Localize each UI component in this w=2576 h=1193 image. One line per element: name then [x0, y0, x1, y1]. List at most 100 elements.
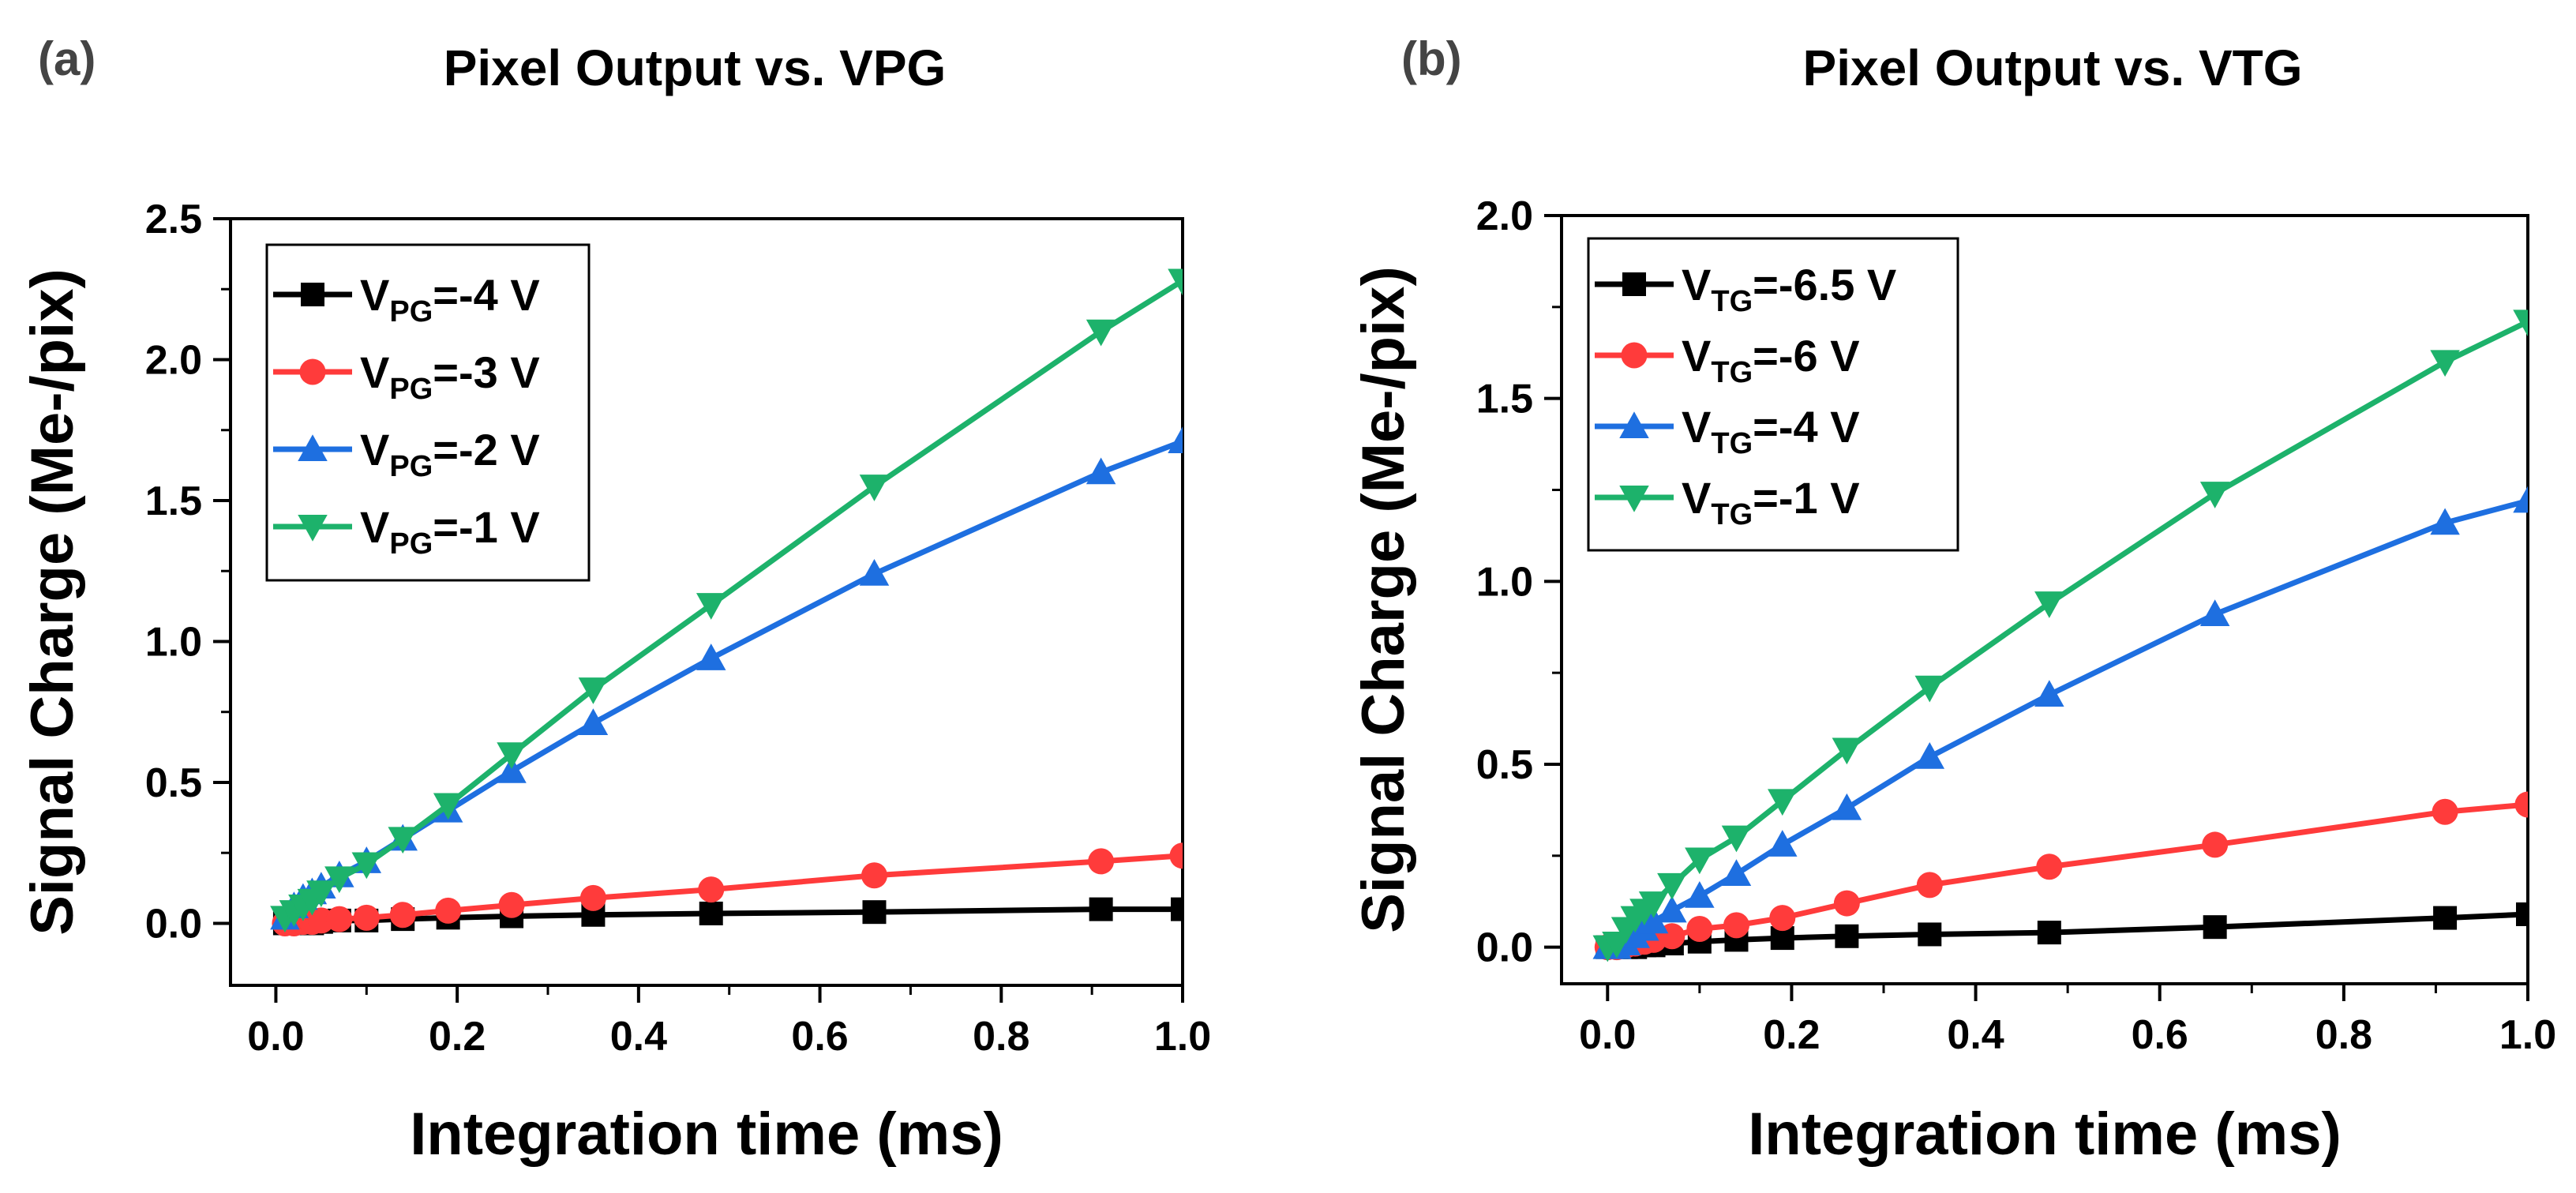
panel-label: (b): [1401, 32, 1462, 85]
chart-title: Pixel Output vs. VPG: [444, 39, 947, 96]
legend-label-rest: =-1 V: [433, 502, 539, 552]
y-tick-label: 2.0: [145, 337, 202, 383]
data-point: [1171, 897, 1183, 921]
data-point: [579, 884, 606, 911]
x-tick-label: 0.2: [1763, 1012, 1820, 1058]
y-tick-label: 2.0: [1476, 193, 1533, 239]
data-point: [1768, 830, 1798, 857]
data-point: [1769, 905, 1796, 932]
legend-label-main: V: [360, 425, 389, 475]
data-point: [1833, 890, 1860, 917]
y-tick-label: 0.5: [1476, 742, 1533, 788]
y-tick-label: 1.5: [1476, 377, 1533, 422]
legend-label: VPG=-2 V: [360, 425, 540, 483]
data-point: [1086, 457, 1116, 485]
data-point: [2199, 599, 2230, 627]
x-tick-label: 1.0: [2499, 1012, 2556, 1058]
legend-label-sub: TG: [1711, 356, 1753, 389]
x-tick-label: 0.6: [2132, 1012, 2188, 1058]
data-point: [2036, 853, 2063, 880]
data-point: [2203, 915, 2227, 940]
legend-label-main: V: [360, 270, 389, 320]
data-point: [351, 852, 382, 880]
y-tick-label: 0.5: [145, 760, 202, 806]
y-tick-label: 2.5: [145, 197, 202, 242]
data-point: [1657, 895, 1687, 923]
data-point: [306, 880, 336, 907]
legend-label: VPG=-1 V: [360, 502, 540, 561]
series-2: [1592, 486, 2528, 959]
data-point: [1721, 825, 1752, 853]
x-axis-label: Integration time (ms): [410, 1101, 1003, 1168]
data-point: [326, 906, 353, 932]
data-point: [1768, 789, 1798, 816]
data-point: [859, 559, 890, 586]
legend-label: VPG=-3 V: [360, 347, 540, 406]
legend-marker: [1619, 411, 1649, 438]
x-tick-label: 0.8: [2315, 1012, 2372, 1058]
legend-label: VPG=-4 V: [360, 270, 540, 328]
data-point: [1169, 842, 1183, 869]
y-tick-label: 1.0: [1476, 559, 1533, 605]
legend-marker: [298, 434, 328, 461]
legend-label-rest: =-6 V: [1753, 331, 1859, 381]
data-point: [435, 897, 462, 924]
data-point: [1685, 847, 1715, 875]
legend-label-rest: =-3 V: [433, 347, 539, 397]
data-point: [2034, 680, 2064, 707]
data-point: [1638, 891, 1669, 918]
series-3: [1592, 310, 2528, 962]
legend-label-main: V: [1682, 402, 1711, 452]
data-point: [1916, 872, 1943, 899]
x-tick-label: 0.4: [610, 1014, 667, 1060]
legend-label-sub: PG: [389, 373, 433, 406]
legend-label-rest: =-2 V: [433, 425, 539, 475]
plot-frame: [1560, 214, 2529, 985]
legend-label: VTG=-6.5 V: [1682, 260, 1896, 318]
legend-label-rest: =-1 V: [1753, 473, 1859, 523]
legend-label-rest: =-4 V: [1753, 402, 1859, 452]
y-axis-label: Signal Charge (Me-/pix): [1350, 266, 1417, 933]
chart-panel-b: (b) Pixel Output vs. VTG 0.0 0.2 0.4 0.6 0.8 1.…: [1350, 32, 2556, 1168]
x-tick-label: 0.0: [1579, 1012, 1636, 1058]
data-point: [1168, 426, 1183, 454]
x-tick-label: 0.6: [791, 1014, 848, 1060]
data-point: [389, 902, 416, 929]
data-point: [2514, 791, 2528, 818]
data-point: [1723, 912, 1749, 939]
x-tick-label: 0.8: [973, 1014, 1029, 1060]
data-point: [578, 677, 609, 704]
data-point: [1832, 793, 1862, 820]
data-point: [353, 904, 380, 931]
y-tick-label: 1.0: [145, 619, 202, 665]
legend-marker: [1622, 272, 1646, 296]
data-point: [2516, 902, 2528, 926]
data-point: [1918, 922, 1942, 947]
data-point: [2430, 350, 2460, 377]
legend-marker: [301, 283, 324, 306]
data-point: [699, 901, 723, 925]
data-point: [1638, 906, 1669, 934]
data-point: [2433, 906, 2458, 930]
data-point: [388, 827, 418, 854]
data-point: [1914, 741, 1945, 769]
data-point: [861, 862, 887, 889]
data-point: [1088, 848, 1115, 875]
legend-label-sub: PG: [389, 527, 433, 561]
x-tick-label: 0.0: [247, 1014, 304, 1060]
series-3: [270, 268, 1183, 933]
data-point: [2432, 798, 2458, 825]
legend-label-main: V: [360, 502, 389, 552]
y-tick-label: 0.0: [145, 901, 202, 947]
data-point: [1168, 268, 1183, 296]
data-point: [1089, 897, 1113, 921]
data-point: [2202, 831, 2229, 858]
data-point: [1835, 924, 1859, 948]
legend-marker: [298, 515, 328, 542]
legend-label-sub: TG: [1711, 498, 1753, 531]
data-point: [2034, 591, 2064, 618]
plot-frame: [229, 217, 1184, 987]
